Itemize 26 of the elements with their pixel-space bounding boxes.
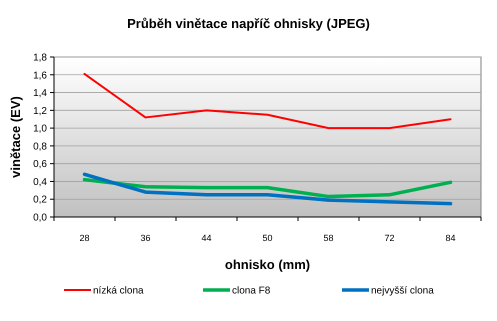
- x-tick-label: 36: [140, 233, 151, 243]
- x-tick-label: 84: [445, 233, 456, 243]
- line-series: [82, 172, 452, 206]
- y-tick-label: 0,6: [33, 159, 48, 170]
- y-tick-label: 1,2: [33, 106, 48, 117]
- y-tick-label: 1,0: [33, 124, 48, 135]
- line-series: [84, 72, 452, 130]
- y-tick-label: 0,8: [33, 141, 48, 152]
- y-tick-label: 1,6: [33, 70, 48, 82]
- line-series: [82, 178, 452, 198]
- x-tick-label: 44: [201, 233, 212, 243]
- y-tick-label: 1,4: [33, 88, 48, 100]
- legend-label: clona F8: [232, 286, 271, 296]
- y-axis-title: vinětace (EV): [8, 96, 23, 178]
- x-axis-title: ohnisko (mm): [224, 257, 310, 272]
- chart-title: Průběh vinětace napříč ohnisky (JPEG): [127, 16, 370, 31]
- legend-label: nízká clona: [93, 286, 144, 296]
- x-tick-label: 58: [323, 233, 334, 243]
- y-tick-label: 0,0: [33, 212, 48, 224]
- x-tick-label: 28: [79, 233, 90, 243]
- x-tick-label: 72: [384, 233, 395, 243]
- x-tick-label: 50: [262, 233, 273, 243]
- legend-label: nejvyšší clona: [371, 286, 434, 296]
- y-tick-label: 1,8: [33, 52, 48, 64]
- y-tick-label: 0,2: [33, 194, 48, 206]
- y-tick-label: 0,4: [33, 176, 48, 188]
